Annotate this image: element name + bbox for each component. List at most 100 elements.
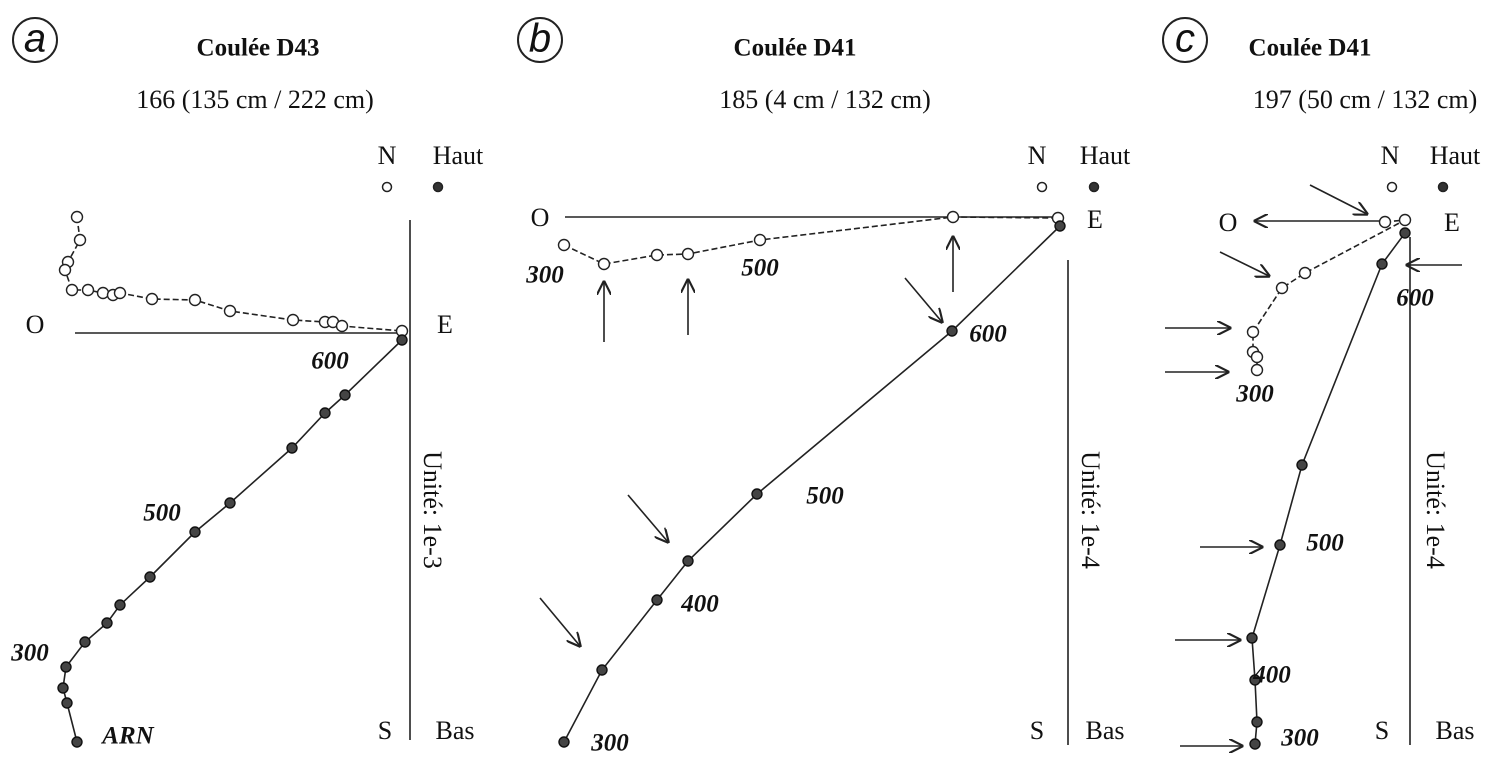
panel-letter: a: [24, 17, 46, 61]
pointer-arrow: [627, 494, 668, 542]
legend-open: [1036, 181, 1048, 193]
filled-point: [339, 389, 351, 401]
filled-point: [1376, 258, 1388, 270]
open-point: [1378, 215, 1392, 229]
filled-point: [189, 526, 201, 538]
north-label: N: [1028, 141, 1047, 170]
open-point: [597, 257, 611, 271]
step-label: 600: [969, 321, 1007, 348]
step-label: 300: [590, 730, 629, 757]
filled-point: [319, 407, 331, 419]
down-label: Bas: [1086, 716, 1125, 745]
east-label: E: [1087, 205, 1103, 234]
filled-point: [946, 325, 958, 337]
step-label: 600: [1396, 285, 1434, 312]
filled-point: [1399, 227, 1411, 239]
filled-point: [751, 488, 763, 500]
filled-point: [1251, 716, 1263, 728]
open-point: [681, 247, 695, 261]
open-point: [65, 283, 79, 297]
filled-point: [651, 594, 663, 606]
open-point: [188, 293, 202, 307]
open-point: [753, 233, 767, 247]
filled-point: [71, 736, 83, 748]
unit-label: Unité: 1e-4: [1421, 451, 1450, 569]
panel-title: Coulée D41: [1249, 35, 1372, 62]
legend-filled: [432, 181, 444, 193]
filled-point: [1249, 738, 1261, 750]
unit-label: Unité: 1e-3: [418, 451, 447, 569]
open-point: [113, 286, 127, 300]
up-label: Haut: [433, 141, 484, 170]
open-point: [1298, 266, 1312, 280]
filled-point: [60, 661, 72, 673]
west-label: O: [531, 203, 550, 232]
pointer-arrow: [1309, 184, 1367, 214]
south-label: S: [378, 716, 392, 745]
north-label: N: [1381, 141, 1400, 170]
legend-filled: [1437, 181, 1449, 193]
down-label: Bas: [436, 716, 475, 745]
filled-point: [396, 334, 408, 346]
step-label: 500: [143, 500, 181, 527]
filled-point: [1249, 674, 1261, 686]
step-label: 300: [525, 262, 564, 289]
open-point: [557, 238, 571, 252]
open-point: [223, 304, 237, 318]
east-label: E: [1444, 208, 1460, 237]
vertical-path: [62, 339, 403, 743]
panel-subtitle: 197 (50 cm / 132 cm): [1253, 85, 1478, 114]
legend-open: [381, 181, 393, 193]
step-label: 400: [1252, 662, 1291, 689]
open-point: [946, 210, 960, 224]
pointer-arrow: [1219, 251, 1269, 276]
panel-subtitle: 166 (135 cm / 222 cm): [136, 85, 374, 114]
filled-point: [1054, 220, 1066, 232]
legend-open: [1386, 181, 1398, 193]
filled-point: [1296, 459, 1308, 471]
pointer-arrow: [904, 277, 942, 322]
open-point: [73, 233, 87, 247]
open-point: [96, 286, 110, 300]
open-point: [650, 248, 664, 262]
west-label: O: [1219, 208, 1238, 237]
filled-point: [144, 571, 156, 583]
panel-subtitle: 185 (4 cm / 132 cm): [719, 85, 931, 114]
south-label: S: [1030, 716, 1044, 745]
filled-point: [101, 617, 113, 629]
step-label: 300: [10, 640, 49, 667]
horizontal-path: [1252, 219, 1406, 370]
filled-point: [1246, 632, 1258, 644]
step-label: ARN: [100, 723, 154, 750]
up-label: Haut: [1430, 141, 1481, 170]
filled-point: [286, 442, 298, 454]
west-label: O: [26, 310, 45, 339]
open-point: [145, 292, 159, 306]
horizontal-path: [563, 216, 1059, 265]
open-point: [1246, 325, 1260, 339]
filled-point: [1274, 539, 1286, 551]
unit-label: Unité: 1e-4: [1076, 451, 1105, 569]
open-point: [1275, 281, 1289, 295]
open-point: [58, 263, 72, 277]
north-label: N: [378, 141, 397, 170]
panel-title: Coulée D41: [734, 35, 857, 62]
step-label: 500: [741, 255, 779, 282]
filled-point: [224, 497, 236, 509]
legend-filled: [1088, 181, 1100, 193]
south-label: S: [1375, 716, 1389, 745]
open-point: [81, 283, 95, 297]
filled-point: [114, 599, 126, 611]
panel-letter-ring: [12, 17, 58, 63]
pointer-arrow: [539, 597, 580, 646]
filled-point: [558, 736, 570, 748]
open-point: [1250, 363, 1264, 377]
step-label: 300: [1235, 381, 1274, 408]
up-label: Haut: [1080, 141, 1131, 170]
panel-letter: b: [529, 17, 551, 61]
filled-point: [79, 636, 91, 648]
filled-point: [596, 664, 608, 676]
open-point: [70, 210, 84, 224]
panel-letter-ring: [1162, 17, 1208, 63]
